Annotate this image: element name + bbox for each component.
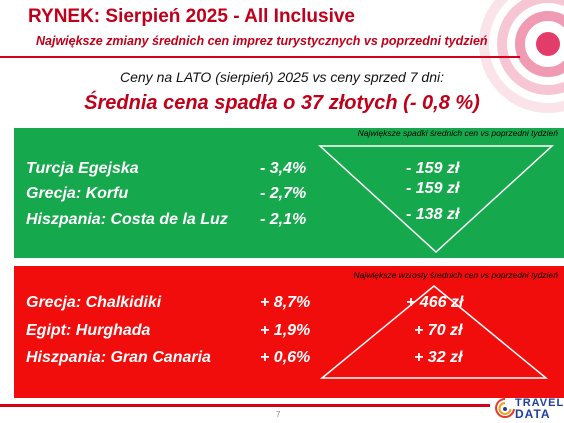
increase-row-amount: + 32 zł bbox=[414, 349, 463, 366]
increases-caption: Największe wzrosty średnich cen vs poprz… bbox=[353, 270, 558, 280]
increase-row-pct: + 0,6% bbox=[260, 349, 311, 366]
decrease-row-pct: - 2,7% bbox=[260, 185, 307, 202]
decrease-row-amount: - 138 zł bbox=[406, 206, 460, 223]
decrease-row-name: Grecja: Korfu bbox=[26, 185, 129, 202]
decrease-row-pct: - 3,4% bbox=[260, 160, 307, 177]
decrease-row-amount: - 159 zł bbox=[406, 180, 460, 197]
decrease-row-amount: - 159 zł bbox=[406, 160, 460, 177]
decreases-caption: Największe spadki średnich cen vs poprze… bbox=[357, 128, 558, 138]
down-triangle-icon bbox=[318, 145, 554, 254]
increase-row-name: Grecja: Chalkidiki bbox=[26, 294, 162, 311]
footer-divider bbox=[0, 404, 490, 407]
header-divider bbox=[0, 56, 520, 58]
up-triangle-icon bbox=[319, 285, 549, 379]
decrease-row-pct: - 2,1% bbox=[260, 211, 307, 228]
decorative-circles bbox=[479, 0, 564, 113]
page-number: 7 bbox=[276, 410, 281, 419]
increase-row-pct: + 8,7% bbox=[260, 294, 311, 311]
page-title: RYNEK: Sierpień 2025 - All Inclusive bbox=[28, 6, 355, 27]
logo-swirl-icon bbox=[495, 398, 515, 418]
lead-text: Ceny na LATO (sierpień) 2025 vs ceny spr… bbox=[120, 69, 444, 85]
increase-row-amount: + 70 zł bbox=[414, 322, 463, 339]
decreases-panel: Największe spadki średnich cen vs poprze… bbox=[14, 128, 564, 258]
logo-text: TRAVEL DATA bbox=[515, 397, 564, 421]
increase-row-pct: + 1,9% bbox=[260, 322, 311, 339]
page-subtitle: Największe zmiany średnich cen imprez tu… bbox=[36, 34, 488, 48]
travel-data-logo: TRAVEL DATA bbox=[493, 396, 563, 422]
logo-text-line: TRAVEL bbox=[515, 397, 564, 409]
increases-panel: Największe wzrosty średnich cen vs poprz… bbox=[14, 266, 564, 398]
increase-row-name: Hiszpania: Gran Canaria bbox=[26, 349, 211, 366]
decrease-row-name: Hiszpania: Costa de la Luz bbox=[26, 211, 228, 228]
decrease-row-name: Turcja Egejska bbox=[26, 160, 139, 177]
headline: Średnia cena spadła o 37 złotych (- 0,8 … bbox=[84, 92, 480, 114]
logo-text-line: DATA bbox=[515, 407, 551, 421]
increase-row-name: Egipt: Hurghada bbox=[26, 322, 151, 339]
increase-row-amount: + 466 zł bbox=[406, 294, 464, 311]
